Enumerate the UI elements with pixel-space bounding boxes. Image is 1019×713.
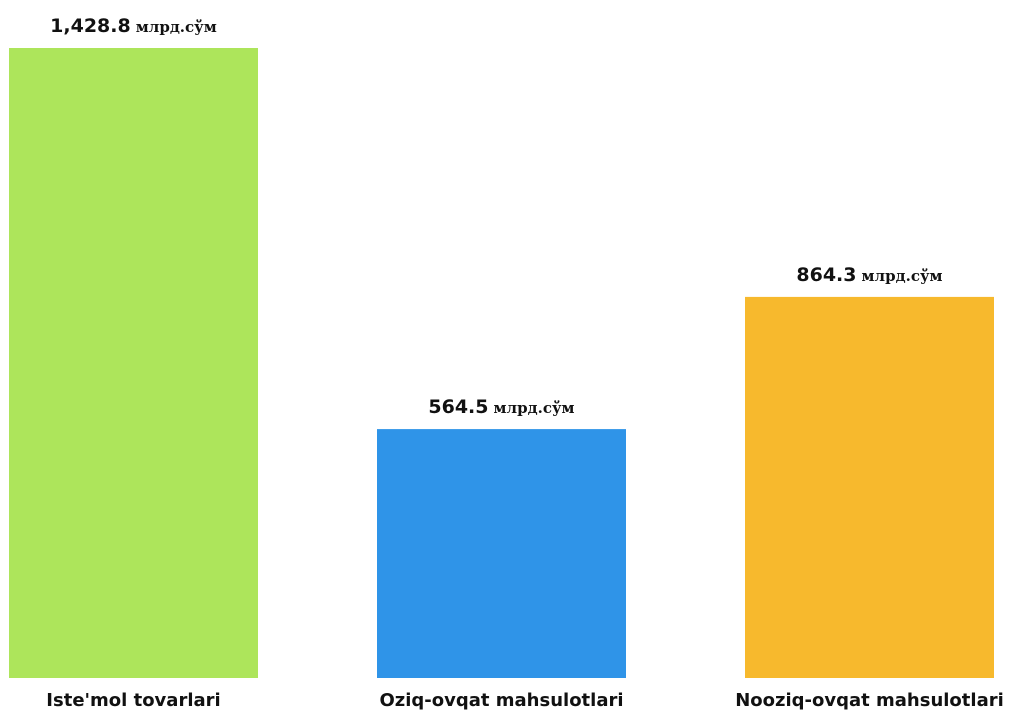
category-label-iste-mol-tovarlari: Iste'mol tovarlari [46,690,220,711]
bars-group [9,48,994,678]
value-unit: млрд.сўм [494,399,575,417]
bar-oziq-ovqat-mahsulotlari [377,429,626,678]
value-number: 864.3 [796,264,856,286]
category-label-nooziq-ovqat-mahsulotlari: Nooziq-ovqat mahsulotlari [735,690,1004,711]
value-unit: млрд.сўм [136,18,217,36]
value-unit: млрд.сўм [862,267,943,285]
value-number: 564.5 [428,396,488,418]
category-labels-group: Iste'mol tovarlari Oziq-ovqat mahsulotlar… [46,690,1003,711]
value-label-nooziq-ovqat-mahsulotlari: 864.3 млрд.сўм [796,264,942,286]
value-number: 1,428.8 [50,15,131,37]
bar-nooziq-ovqat-mahsulotlari [745,296,994,678]
value-labels-group: 1,428.8 млрд.сўм 564.5 млрд.сўм 864.3 млрд.сў… [50,15,942,418]
value-label-oziq-ovqat-mahsulotlari: 564.5 млрд.сўм [428,396,574,418]
value-label-iste-mol-tovarlari: 1,428.8 млрд.сўм [50,15,217,37]
category-label-oziq-ovqat-mahsulotlari: Oziq-ovqat mahsulotlari [379,690,623,711]
bar-iste-mol-tovarlari [9,48,258,678]
